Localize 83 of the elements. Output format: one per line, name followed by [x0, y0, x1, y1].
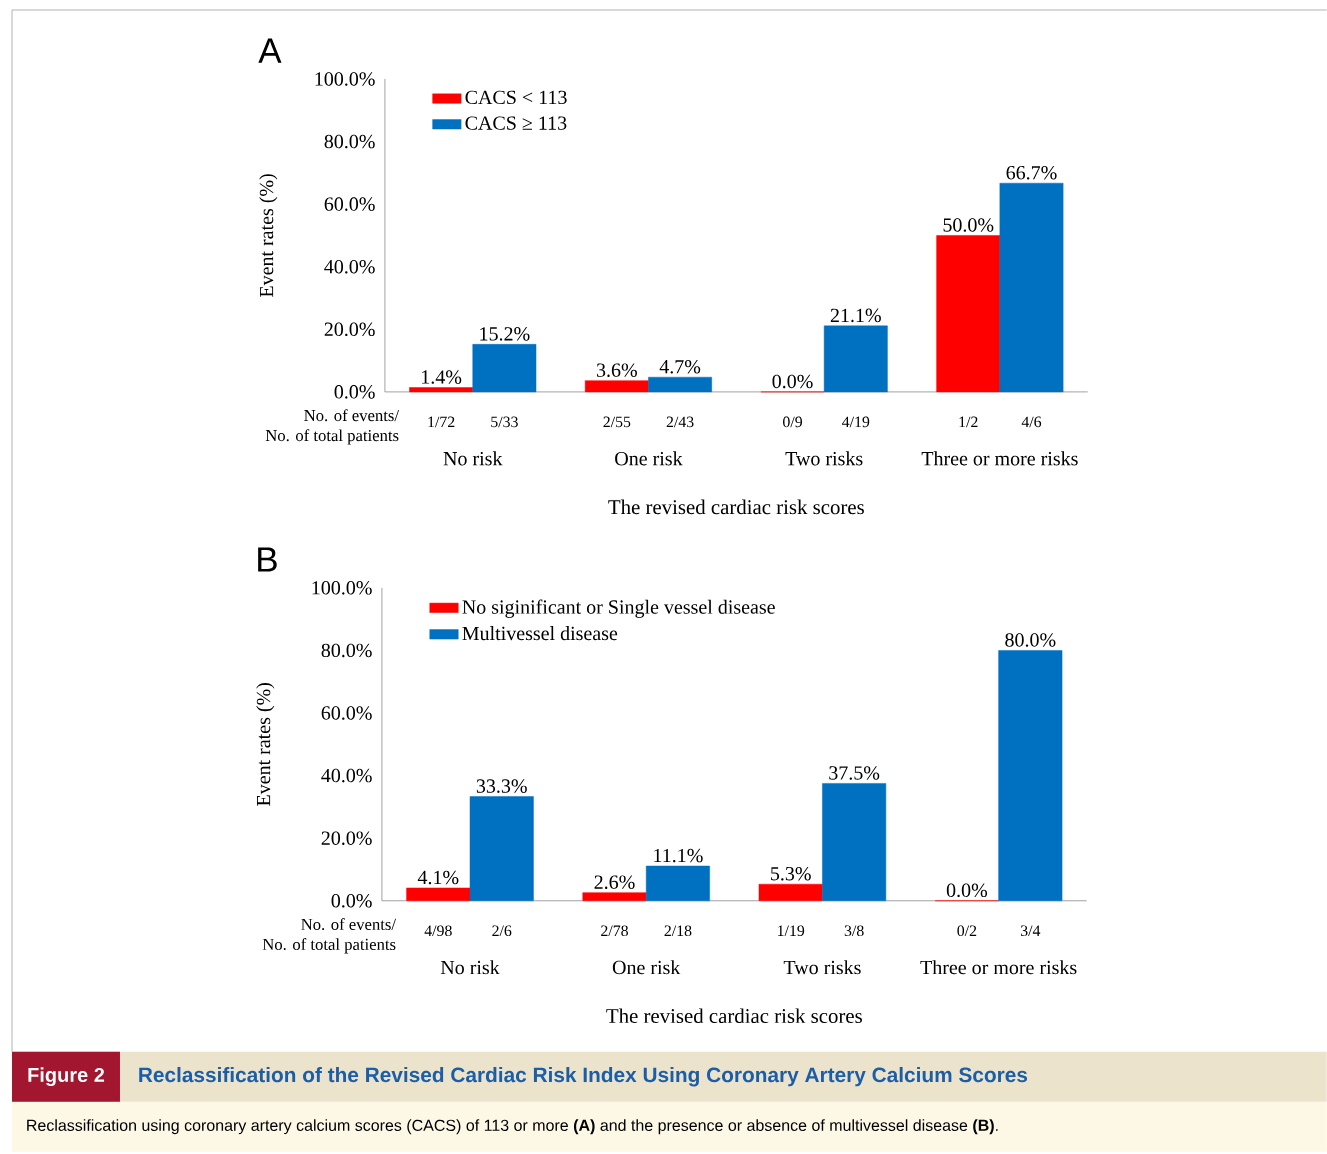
caption: Figure 2	[28, 1067, 105, 1087]
bar	[998, 650, 1063, 902]
legend-label: CACS ≥ 113	[465, 116, 567, 130]
x-tick-label: Three or more risks	[921, 451, 1078, 466]
bar	[582, 892, 647, 902]
x-axis-title: The revised cardiac risk scores	[606, 1008, 862, 1024]
data-label: 66.7%	[1006, 166, 1057, 180]
y-tick-label: 80.0%	[321, 643, 372, 658]
chart-title: B	[258, 547, 277, 572]
data-label: 21.1%	[830, 308, 881, 323]
text: No. of total patients	[262, 938, 396, 954]
data-label: 4.1%	[417, 870, 459, 885]
text: Reclassification using coronary artery calcium scores (CACS) of 113 or more (A) and the presence or absence of multivessel disease (B).	[27, 1119, 998, 1135]
data-label: 15.2%	[480, 327, 530, 341]
data-label: 1.4%	[422, 370, 462, 384]
text: 2/6	[492, 925, 512, 937]
text: 5/33	[491, 416, 518, 428]
bar	[584, 380, 649, 393]
x-tick-label: Two risks	[785, 451, 863, 466]
data-label: 5.3%	[771, 867, 811, 881]
text: 1/2	[959, 416, 978, 428]
bar	[406, 887, 471, 902]
x-tick-label: No risk	[440, 960, 500, 975]
legend-label: No siginificant or Single vessel disease	[462, 599, 775, 619]
data-label: 80.0%	[1005, 633, 1056, 647]
bar	[645, 865, 710, 902]
y-tick-label: 60.0%	[324, 197, 375, 212]
y-tick-label: 100.0%	[312, 581, 372, 595]
text: 0/2	[957, 925, 977, 937]
text: No. of events/	[304, 409, 400, 422]
y-axis-title: Event rates (%)	[259, 174, 278, 298]
x-tick-label: One risk	[612, 960, 681, 975]
bar	[648, 377, 712, 393]
y-tick-label: 60.0%	[321, 706, 372, 720]
bar	[409, 387, 474, 393]
text: Reclassification of the Revised Cardiac Risk Index Using Coronary Artery Calcium Scores	[139, 1067, 1028, 1087]
y-tick-label: 20.0%	[324, 322, 375, 337]
y-axis-title: Event rates (%)	[256, 683, 275, 807]
y-tick-label: 40.0%	[321, 768, 372, 783]
x-axis-title: The revised cardiac risk scores	[608, 499, 864, 515]
data-label: 0.0%	[772, 374, 813, 389]
text: 2/43	[666, 416, 694, 428]
legend-label: Multivessel disease	[462, 626, 618, 641]
bar	[469, 796, 534, 902]
text: 1/72	[428, 416, 455, 428]
text: 0/9	[783, 416, 803, 428]
text: 2/18	[664, 925, 692, 937]
data-label: 0.0%	[946, 883, 988, 898]
data-label: 2.6%	[594, 875, 635, 890]
data-label: 11.1%	[654, 848, 703, 863]
text: No. of events/	[301, 918, 397, 931]
y-tick-label: 20.0%	[321, 831, 372, 846]
y-tick-label: 0.0%	[334, 385, 375, 399]
text: 2/78	[601, 925, 628, 937]
text: 3/4	[1020, 925, 1041, 937]
bar	[936, 235, 1001, 393]
bar	[823, 325, 888, 393]
y-tick-label: 0.0%	[331, 894, 372, 908]
data-label: 37.5%	[829, 766, 880, 780]
x-tick-label: Three or more risks	[920, 960, 1077, 975]
chart-title: A	[258, 38, 282, 63]
bar	[758, 884, 823, 902]
y-tick-label: 40.0%	[324, 260, 375, 274]
text: 2/55	[603, 416, 631, 428]
data-label: 50.0%	[943, 218, 994, 232]
data-label: 4.7%	[659, 360, 701, 374]
x-tick-label: One risk	[615, 451, 683, 466]
bar	[822, 783, 887, 902]
data-label: 33.3%	[476, 779, 527, 794]
bar	[999, 183, 1064, 393]
y-tick-label: 100.0%	[315, 72, 375, 86]
bar	[472, 344, 537, 393]
y-tick-label: 80.0%	[324, 134, 375, 149]
data-label: 3.6%	[596, 363, 637, 378]
text: No. of total patients	[265, 429, 399, 445]
text: 4/98	[424, 925, 452, 937]
text: 4/6	[1021, 416, 1042, 428]
x-tick-label: No risk	[443, 451, 503, 466]
x-tick-label: Two risks	[783, 960, 861, 975]
text: 1/19	[778, 925, 805, 937]
text: 3/8	[844, 925, 864, 937]
text: 4/19	[842, 416, 870, 428]
legend-label: CACS < 113	[465, 90, 567, 105]
